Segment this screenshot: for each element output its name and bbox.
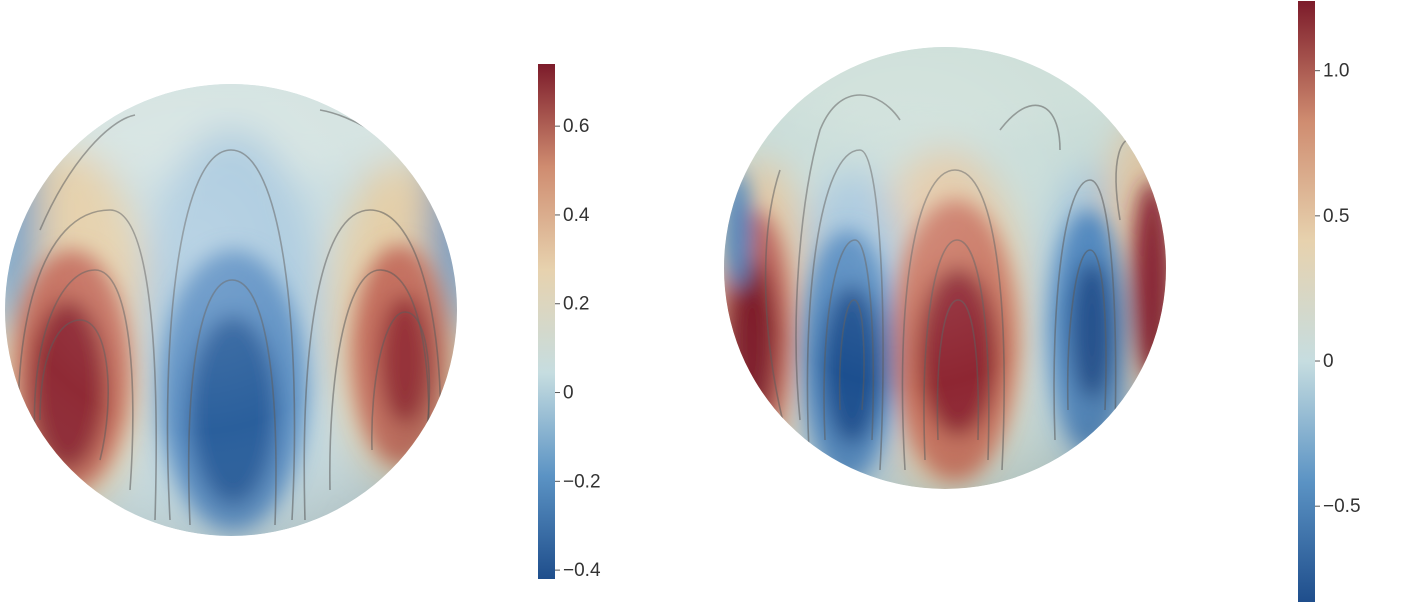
colorbar-left-tick-label-5: −0.4 <box>563 560 601 581</box>
colorbar-left-tick-label-0: 0.6 <box>563 116 589 137</box>
colorbar-left-tick-label-1: 0.4 <box>563 205 590 226</box>
sphere-right <box>724 47 1166 489</box>
colorbar-right-tick-label-3: −0.5 <box>1323 496 1361 517</box>
colorbar-left-bar <box>538 64 555 579</box>
colorbar-left-tick-label-2: 0.2 <box>563 294 589 315</box>
sphere-left <box>5 84 457 536</box>
colorbar-left-tick-label-3: 0 <box>563 383 574 404</box>
colorbar-right-tick-label-1: 0.5 <box>1323 206 1349 227</box>
colorbar-right-tick-label-0: 1.0 <box>1323 61 1349 82</box>
colorbar-left: 0.6 0.4 0.2 0 −0.2 −0.4 <box>538 64 601 581</box>
colorbar-right: 1.0 0.5 0 −0.5 <box>1298 1 1361 602</box>
colorbar-right-bar <box>1298 1 1315 602</box>
colorbar-right-ticks: 1.0 0.5 0 −0.5 <box>1315 61 1361 517</box>
colorbar-right-tick-label-2: 0 <box>1323 351 1334 372</box>
colorbar-left-ticks: 0.6 0.4 0.2 0 −0.2 −0.4 <box>555 116 601 581</box>
colorbar-left-tick-label-4: −0.2 <box>563 471 601 492</box>
